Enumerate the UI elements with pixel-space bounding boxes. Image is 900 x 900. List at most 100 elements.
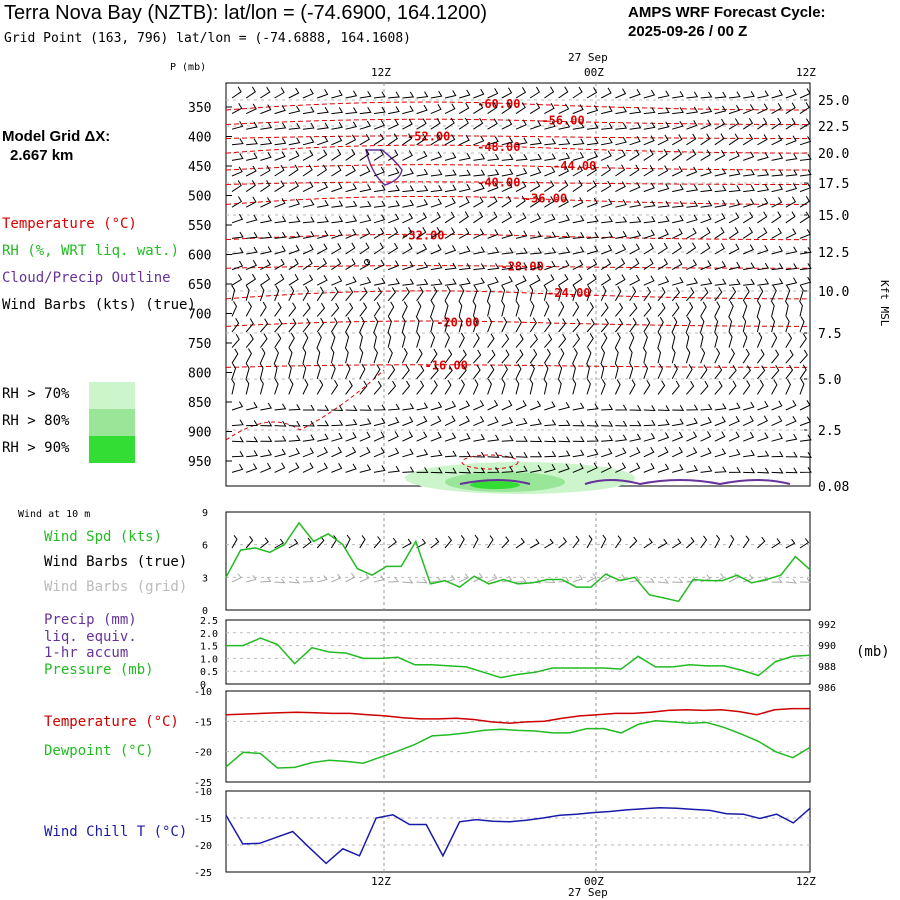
sounding-wind-barb <box>416 226 427 239</box>
isotherm-line <box>225 195 811 205</box>
sounding-wind-barb <box>231 284 236 301</box>
sounding-wind-barb <box>501 333 510 348</box>
height-tick-label: 5.0 <box>818 373 841 388</box>
sounding-wind-barb <box>444 103 456 115</box>
sounding-wind-barb <box>246 246 258 255</box>
sounding-wind-barb <box>245 284 250 301</box>
sounding-wind-barb <box>586 302 594 317</box>
sounding-wind-barb <box>799 247 812 255</box>
sounding-wind-barb <box>515 137 528 146</box>
sounding-wind-barb <box>728 185 741 193</box>
sounding-wind-barb <box>558 138 571 146</box>
sounding-wind-barb <box>615 434 628 442</box>
sounding-wind-barb <box>260 122 273 130</box>
sounding-wind-barb <box>402 261 414 271</box>
sounding-wind-barb <box>402 286 410 302</box>
sounding-wind-barb <box>586 87 598 99</box>
sounding-wind-barb <box>345 183 357 193</box>
sounding-wind-barb <box>487 349 496 364</box>
sounding-wind-barb <box>629 420 642 427</box>
sounding-wind-barb <box>316 149 328 161</box>
wind10m-barb-true <box>714 534 721 549</box>
sounding-wind-barb <box>756 285 764 302</box>
sounding-wind-barb <box>742 300 748 317</box>
sounding-wind-barb <box>572 197 584 208</box>
sounding-wind-barb <box>316 302 326 317</box>
sounding-wind-barb <box>430 211 441 224</box>
sounding-wind-barb <box>302 318 311 333</box>
dew-label: Dewpoint (°C) <box>44 743 154 759</box>
sounding-wind-barb <box>572 378 577 395</box>
sounding-wind-barb <box>771 400 783 411</box>
sounding-wind-barb <box>657 380 666 395</box>
precip-ytick: 1.0 <box>200 654 218 665</box>
pressure-tick-label: 450 <box>188 160 211 175</box>
sounding-wind-barb <box>530 261 542 271</box>
sounding-wind-barb <box>615 149 626 161</box>
sounding-wind-barb <box>246 450 258 458</box>
sounding-wind-barb <box>501 284 506 301</box>
sounding-wind-barb <box>373 106 386 115</box>
sounding-wind-barb <box>643 164 654 177</box>
sounding-wind-barb <box>529 274 541 286</box>
pressure-ytick: 988 <box>818 662 836 673</box>
sounding-wind-barb <box>629 216 642 224</box>
sounding-wind-barb <box>288 404 301 411</box>
sounding-wind-barb <box>515 417 528 427</box>
sounding-wind-barb <box>686 417 698 427</box>
sounding-wind-barb <box>714 185 727 193</box>
sounding-wind-barb <box>558 180 569 193</box>
sounding-wind-barb <box>544 451 557 458</box>
pressure-tick-label: 400 <box>188 131 211 146</box>
sounding-wind-barb <box>260 333 268 348</box>
sounding-wind-barb <box>785 364 794 380</box>
sounding-wind-barb <box>558 86 569 99</box>
sounding-wind-barb <box>288 150 300 161</box>
sounding-wind-barb <box>728 226 739 239</box>
sounding-wind-barb <box>515 247 528 255</box>
sounding-wind-barb <box>600 273 612 286</box>
sounding-wind-barb <box>274 151 286 161</box>
wind10m-barb-grid <box>331 573 342 583</box>
sounding-wind-barb <box>444 245 457 255</box>
wind10m-barb-true <box>686 537 695 549</box>
isotherm-label: -56.00 <box>541 114 584 128</box>
model-grid: Model Grid ΔX: 2.667 km <box>2 127 110 165</box>
sounding-wind-barb <box>785 332 793 348</box>
sounding-wind-barb <box>331 149 342 161</box>
sounding-wind-barb <box>316 332 322 348</box>
sounding-wind-barb <box>757 134 768 146</box>
sounding-wind-barb <box>246 138 258 146</box>
sounding-wind-barb <box>402 212 414 224</box>
precip-frame <box>225 619 811 685</box>
sounding-wind-barb <box>316 286 324 302</box>
sounding-wind-barb <box>614 347 619 364</box>
sounding-wind-barb <box>643 446 655 458</box>
sounding-wind-barb <box>402 133 413 146</box>
sounding-wind-barb <box>728 278 741 286</box>
sounding-wind-barb <box>600 318 610 333</box>
accum-label: 1-hr accum <box>44 645 129 661</box>
sounding-wind-barb <box>686 214 698 224</box>
chill-ytick: -25 <box>194 868 212 879</box>
sounding-wind-barb <box>714 331 719 348</box>
sounding-wind-barb <box>700 416 712 427</box>
sounding-wind-barb <box>458 102 470 115</box>
sounding-wind-barb <box>572 86 583 99</box>
sounding-wind-barb <box>473 211 484 224</box>
sounding-wind-barb <box>743 467 756 474</box>
sounding-wind-barb <box>586 105 599 115</box>
sounding-wind-barb <box>771 152 784 161</box>
sounding-wind-barb <box>629 106 642 115</box>
sounding-wind-barb <box>756 316 761 333</box>
wind-speed-line <box>225 521 811 603</box>
sounding-wind-barb <box>288 258 299 271</box>
sounding-wind-barb <box>387 431 399 442</box>
sounding-wind-barb <box>303 404 315 411</box>
sounding-wind-barb <box>345 446 357 458</box>
chill-ytick: -10 <box>194 787 212 798</box>
sounding-wind-barb <box>785 102 796 115</box>
rh90-swatch <box>89 436 135 463</box>
sounding-wind-barb <box>728 118 740 130</box>
height-tick-label: 2.5 <box>818 424 841 439</box>
